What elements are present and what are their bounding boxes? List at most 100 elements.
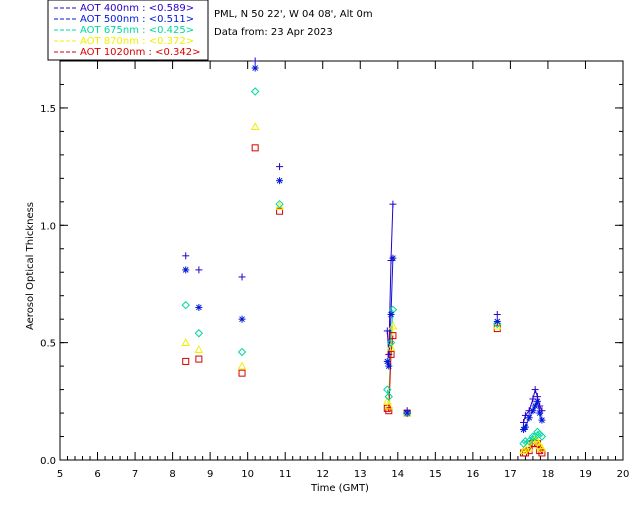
data-point-0 [383, 327, 391, 335]
data-point-2 [181, 300, 190, 310]
data-point-1 [276, 177, 284, 185]
y-tick-label: 0.5 [40, 339, 56, 350]
axes: 5 6 7 8 9 10 11 12 13 14 15 16 17 18 19 20 0.0 0.5 1.0 1.5 [40, 61, 629, 480]
data-point-0 [538, 407, 546, 415]
data-point-1 [195, 303, 203, 311]
x-tick-label: 7 [132, 469, 138, 480]
data-point-0 [525, 407, 533, 415]
data-point-1 [525, 414, 533, 422]
data-point-4 [195, 355, 203, 363]
data-point-2 [524, 437, 534, 446]
data-point-3 [250, 122, 260, 131]
site-label: PML, N 50 22', W 04 08', Alt 0m [214, 9, 373, 20]
plot-frame [59, 60, 624, 461]
x-axis-label: Time (GMT) [310, 483, 369, 494]
data-point-1 [493, 318, 501, 326]
data-point-3 [382, 396, 392, 405]
data-point-0 [195, 266, 203, 274]
legend: AOT 400nm : <0.589>AOT 500nm : <0.511>AO… [47, 0, 209, 61]
data-point-3 [388, 321, 398, 330]
data-point-3 [194, 345, 204, 353]
data-point-0 [531, 386, 539, 394]
data-point-2 [275, 199, 284, 209]
data-point-0 [493, 310, 501, 318]
data-point-2 [521, 437, 530, 446]
x-tick-label: 8 [169, 469, 175, 480]
data-point-0 [529, 395, 537, 403]
data-point-0 [533, 393, 541, 401]
data-point-2 [237, 347, 247, 357]
legend-entry: AOT 500nm : <0.511> [80, 14, 194, 25]
y-tick-label: 1.0 [40, 221, 56, 232]
y-tick-label: 1.5 [40, 104, 56, 115]
data-point-3 [237, 361, 247, 370]
data-point-1 [538, 416, 546, 424]
x-tick-label: 12 [316, 469, 329, 480]
data-point-0 [520, 418, 528, 426]
data-point-3 [524, 443, 534, 452]
data-point-2 [493, 319, 502, 329]
date-label: Data from: 23 Apr 2023 [214, 27, 333, 38]
data-point-0 [387, 257, 395, 264]
data-point-1 [251, 64, 259, 72]
data-point-4 [182, 357, 190, 365]
data-point-1 [385, 362, 393, 370]
x-tick-label: 10 [241, 469, 254, 480]
data-point-4 [538, 449, 546, 457]
data-point-1 [383, 357, 391, 365]
x-tick-label: 17 [504, 469, 517, 480]
y-axis-label: Aerosol Optical Thickness [25, 202, 36, 330]
data-point-4 [251, 144, 259, 152]
data-point-0 [276, 163, 284, 171]
data-point-3 [384, 401, 394, 410]
data-point-2 [383, 385, 392, 394]
x-tick-label: 14 [391, 469, 404, 480]
data-point-3 [519, 446, 528, 454]
legend-entry: AOT 400nm : <0.589> [80, 3, 194, 14]
data-point-3 [386, 342, 396, 351]
data-point-2 [194, 329, 204, 338]
data-point-3 [537, 443, 547, 452]
legend-entry: AOT 870nm : <0.372> [80, 36, 194, 47]
data-point-3 [533, 436, 542, 445]
legend-box [47, 0, 209, 61]
data-point-1 [521, 423, 529, 431]
data-point-0 [389, 200, 397, 208]
x-tick-label: 16 [466, 469, 479, 480]
data-point-2 [519, 439, 528, 448]
data-point-1 [387, 310, 395, 318]
data-point-2 [250, 87, 260, 96]
legend-entry: AOT 675nm : <0.425> [80, 25, 194, 36]
data-point-0 [238, 273, 246, 281]
data-point-2 [386, 338, 396, 347]
data-point-1 [238, 315, 246, 323]
x-tick-label: 5 [57, 469, 63, 480]
x-tick-label: 19 [579, 469, 592, 480]
data-point-1 [182, 266, 190, 274]
data-point-0 [182, 252, 190, 260]
x-tick-label: 6 [94, 469, 100, 480]
data-point-4 [385, 407, 393, 415]
x-tick-label: 11 [279, 469, 292, 480]
data-point-0 [251, 57, 259, 65]
data-point-0 [403, 407, 411, 415]
y-tick-label: 0.0 [40, 456, 56, 467]
x-tick-label: 13 [354, 469, 367, 480]
series-marks [181, 57, 547, 457]
data-point-4 [238, 369, 246, 377]
data-point-0 [536, 402, 544, 410]
data-point-2 [537, 432, 547, 441]
data-point-0 [385, 350, 393, 358]
data-point-2 [528, 432, 538, 441]
data-point-2 [384, 392, 393, 401]
data-point-4 [389, 332, 397, 340]
data-point-3 [528, 436, 538, 445]
x-tick-label: 9 [207, 469, 213, 480]
x-tick-label: 20 [617, 469, 630, 480]
x-tick-label: 18 [542, 469, 555, 480]
legend-entry: AOT 1020nm : <0.342> [80, 47, 200, 58]
data-point-0 [521, 411, 529, 419]
x-tick-label: 15 [429, 469, 442, 480]
data-point-3 [181, 338, 191, 346]
